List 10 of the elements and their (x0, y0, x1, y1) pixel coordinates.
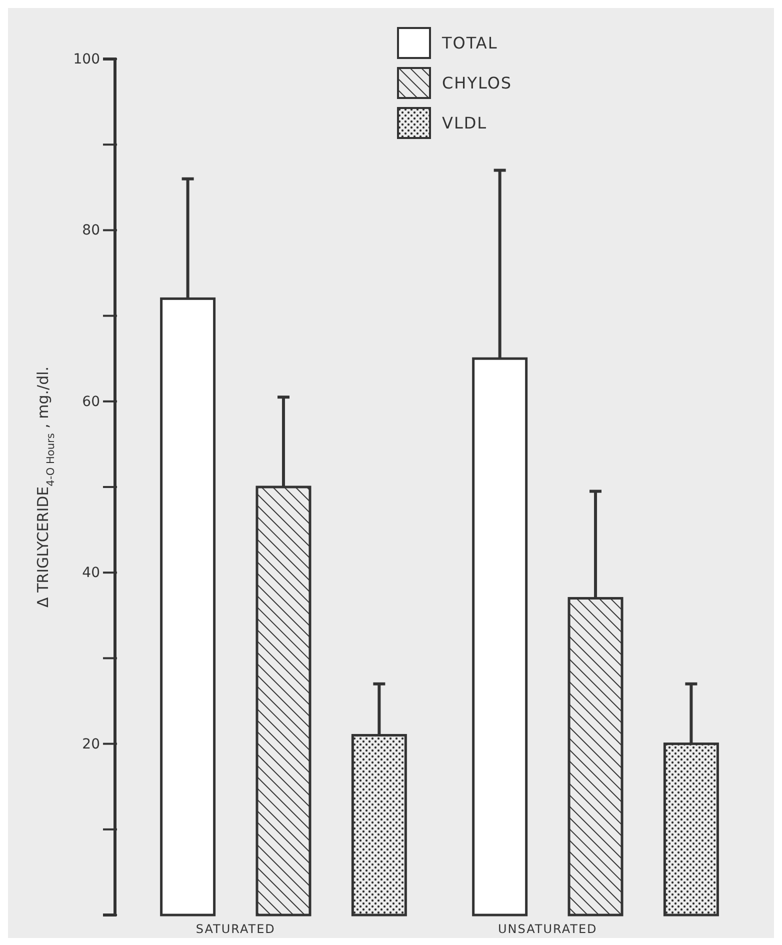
y-tick-label: 100 (73, 51, 100, 68)
legend-label: TOTAL (441, 34, 498, 53)
y-tick-label: 80 (82, 222, 100, 239)
y-tick-label: 20 (82, 736, 100, 752)
legend-label: CHYLOS (442, 74, 512, 93)
x-tick-label: SATURATED (196, 922, 276, 936)
y-tick-label: 60 (82, 394, 100, 410)
legend-label: VLDL (442, 114, 488, 133)
y-tick-label: 40 (82, 565, 100, 582)
x-tick-label: UNSATURATED (498, 922, 598, 936)
